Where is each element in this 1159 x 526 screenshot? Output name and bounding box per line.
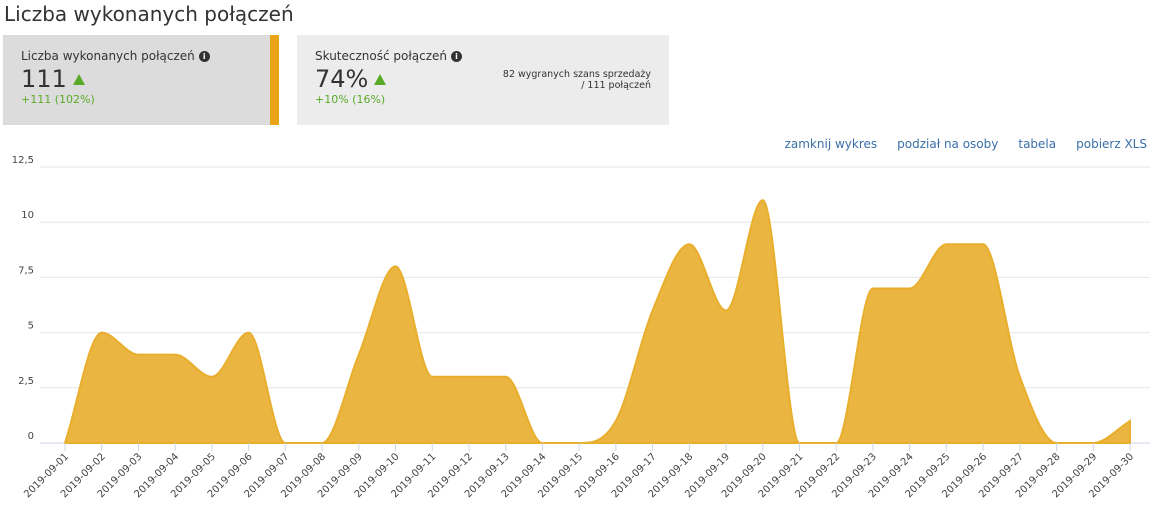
card-value: 111 xyxy=(21,65,67,93)
y-tick-label: 0 xyxy=(28,431,34,442)
link[interactable]: podział na osoby xyxy=(897,137,999,151)
card-change: +111 (102%) xyxy=(21,93,95,106)
link[interactable]: pobierz XLS xyxy=(1076,137,1147,151)
metric-card[interactable]: Skuteczność połączeń i 74% +10% (16%) 82 … xyxy=(297,35,669,125)
info-icon[interactable]: i xyxy=(198,51,210,62)
y-tick-label: 7,5 xyxy=(18,265,34,276)
metric-card: Liczba wykonanych połączeń i 111 +111 (10… xyxy=(3,35,279,125)
link[interactable]: zamknij wykres xyxy=(784,137,878,151)
note-line: 82 wygranych szans sprzedaży xyxy=(502,69,651,80)
info-icon[interactable]: i xyxy=(451,51,463,62)
link[interactable]: tabela xyxy=(1018,137,1057,151)
card-value: 74% xyxy=(315,65,369,93)
card-label: Skuteczność połączeń xyxy=(315,49,448,63)
page-title: Liczba wykonanych połączeń xyxy=(4,2,294,26)
up-arrow xyxy=(374,74,387,85)
chart-links: zamknij wykres podział na osoby tabela pobi… xyxy=(765,137,1147,151)
up-arrow xyxy=(72,74,85,85)
y-tick-label: 12,5 xyxy=(12,155,34,166)
card-change: +10% (16%) xyxy=(315,93,386,106)
area xyxy=(63,199,1131,444)
y-tick-label: 5 xyxy=(28,321,34,332)
note-line: / 111 połączeń xyxy=(581,80,651,91)
y-tick-label: 2,5 xyxy=(18,376,34,387)
card-label: Liczba wykonanych połączeń xyxy=(21,49,195,63)
y-tick-label: 10 xyxy=(21,210,34,221)
card-note: 82 wygranych szans sprzedaży/ 111 połącz… xyxy=(503,69,651,91)
